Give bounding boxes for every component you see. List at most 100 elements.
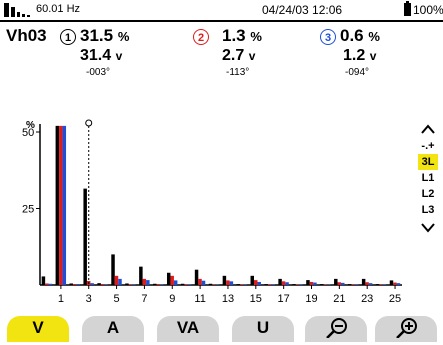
status-bar: 60.01 Hz 04/24/03 12:06 100% <box>0 0 443 22</box>
harmonic-bar <box>341 282 345 285</box>
x-tick-label: 19 <box>305 293 317 305</box>
harmonic-bar <box>285 282 289 285</box>
harmonic-bar <box>375 284 380 285</box>
harmonic-bar <box>334 278 338 285</box>
harmonic-bar <box>229 281 234 285</box>
harmonic-bar <box>327 284 331 285</box>
tab-voltage[interactable]: V <box>7 316 69 342</box>
harmonic-bar <box>125 283 129 285</box>
harmonic-bar <box>132 284 136 285</box>
y-tick-label: 50 <box>22 127 34 139</box>
waveform-icon <box>4 3 30 17</box>
harmonic-bar <box>313 282 317 285</box>
harmonic-bar <box>337 282 342 285</box>
harmonic-bar <box>292 284 296 285</box>
harmonic-bar <box>55 125 60 285</box>
x-tick-label: 5 <box>114 293 120 305</box>
menu-item-l2[interactable]: L2 <box>421 188 435 200</box>
date-time: 04/24/03 12:06 <box>262 3 343 17</box>
x-tick-label: 15 <box>250 293 262 305</box>
phase-1-percent: 31.5 % <box>80 26 130 45</box>
x-tick-label: 23 <box>361 293 373 305</box>
harmonic-bar <box>347 284 352 285</box>
harmonic-bar <box>208 283 213 285</box>
harmonic-bar <box>142 278 147 285</box>
harmonic-bar <box>41 276 46 285</box>
harmonic-bar <box>351 284 355 285</box>
phase-2-percent: 1.3 % <box>222 26 262 45</box>
y-axis-label: % <box>26 120 35 131</box>
zoom-in-button[interactable] <box>375 316 437 342</box>
harmonic-bar <box>320 284 324 285</box>
phase-3-voltage: 1.2 v <box>343 47 377 64</box>
harmonic-bar <box>160 284 164 285</box>
harmonic-bar <box>45 283 49 285</box>
harmonic-bar <box>201 280 206 285</box>
x-tick-label: 11 <box>194 293 205 305</box>
harmonic-bar <box>240 284 244 285</box>
harmonic-bar <box>271 284 275 285</box>
harmonic-bar <box>323 284 328 285</box>
battery-level: 100% <box>413 3 443 17</box>
harmonic-bar <box>215 284 220 285</box>
harmonic-bar <box>278 278 282 285</box>
x-tick-label: 17 <box>278 293 290 305</box>
tab-phase-voltage[interactable]: U <box>232 316 294 342</box>
tab-current[interactable]: A <box>82 316 144 342</box>
x-tick-label: 3 <box>86 293 92 305</box>
harmonic-bar <box>118 278 122 285</box>
harmonic-bar <box>48 283 53 285</box>
harmonic-bar <box>72 284 77 285</box>
harmonic-bar <box>69 283 73 285</box>
phase-2-badge: 2 <box>193 29 209 45</box>
harmonic-bar <box>194 269 199 285</box>
harmonic-bar <box>180 283 185 285</box>
harmonic-bar <box>128 284 133 285</box>
harmonic-bar <box>100 284 105 285</box>
harmonic-bar <box>173 280 178 285</box>
zoom-out-button[interactable] <box>305 316 367 342</box>
harmonic-bar <box>156 284 161 285</box>
harmonic-bar <box>250 275 254 285</box>
harmonic-bar <box>361 278 366 285</box>
harmonic-bar <box>243 284 248 285</box>
harmonic-bar <box>170 275 174 285</box>
menu-item-all-phases[interactable]: -.+ <box>421 140 435 152</box>
harmonic-bar <box>62 125 67 285</box>
harmonic-bar <box>379 284 383 285</box>
scroll-down-icon[interactable] <box>420 222 436 234</box>
harmonic-bar <box>396 283 401 285</box>
harmonic-bar <box>198 278 202 285</box>
cursor-marker-icon <box>85 119 93 127</box>
harmonic-bar <box>354 284 359 285</box>
tab-power[interactable]: VA <box>157 316 219 342</box>
harmonic-bar <box>309 281 314 285</box>
phase-1-angle: -003° <box>86 67 111 78</box>
zoom-in-icon <box>396 318 417 339</box>
harmonic-bar <box>368 283 373 285</box>
harmonic-bar <box>222 275 227 285</box>
y-tick-label: 25 <box>22 204 34 216</box>
phase-1-voltage: 31.4 v <box>80 47 123 64</box>
phase-1-badge: 1 <box>60 29 76 45</box>
harmonic-bar <box>264 284 268 285</box>
x-tick-label: 9 <box>169 293 175 305</box>
harmonic-bar <box>295 284 300 285</box>
harmonic-bar <box>184 284 188 285</box>
harmonic-bar <box>382 284 387 285</box>
harmonic-parameter: Vh03 <box>6 26 47 45</box>
harmonic-bar <box>153 283 157 285</box>
phase-3-badge: 3 <box>320 29 336 45</box>
harmonic-bar <box>104 284 108 285</box>
harmonic-bar <box>114 275 119 285</box>
menu-item-l3[interactable]: L3 <box>421 204 435 216</box>
harmonic-bar <box>365 282 369 285</box>
x-tick-label: 13 <box>222 293 234 305</box>
harmonic-bar <box>139 266 143 285</box>
menu-item-3l[interactable]: 3L <box>418 154 438 170</box>
harmonic-bar <box>236 284 241 285</box>
scroll-up-icon[interactable] <box>420 123 436 135</box>
menu-item-l1[interactable]: L1 <box>421 172 435 184</box>
harmonic-bar <box>226 280 230 285</box>
